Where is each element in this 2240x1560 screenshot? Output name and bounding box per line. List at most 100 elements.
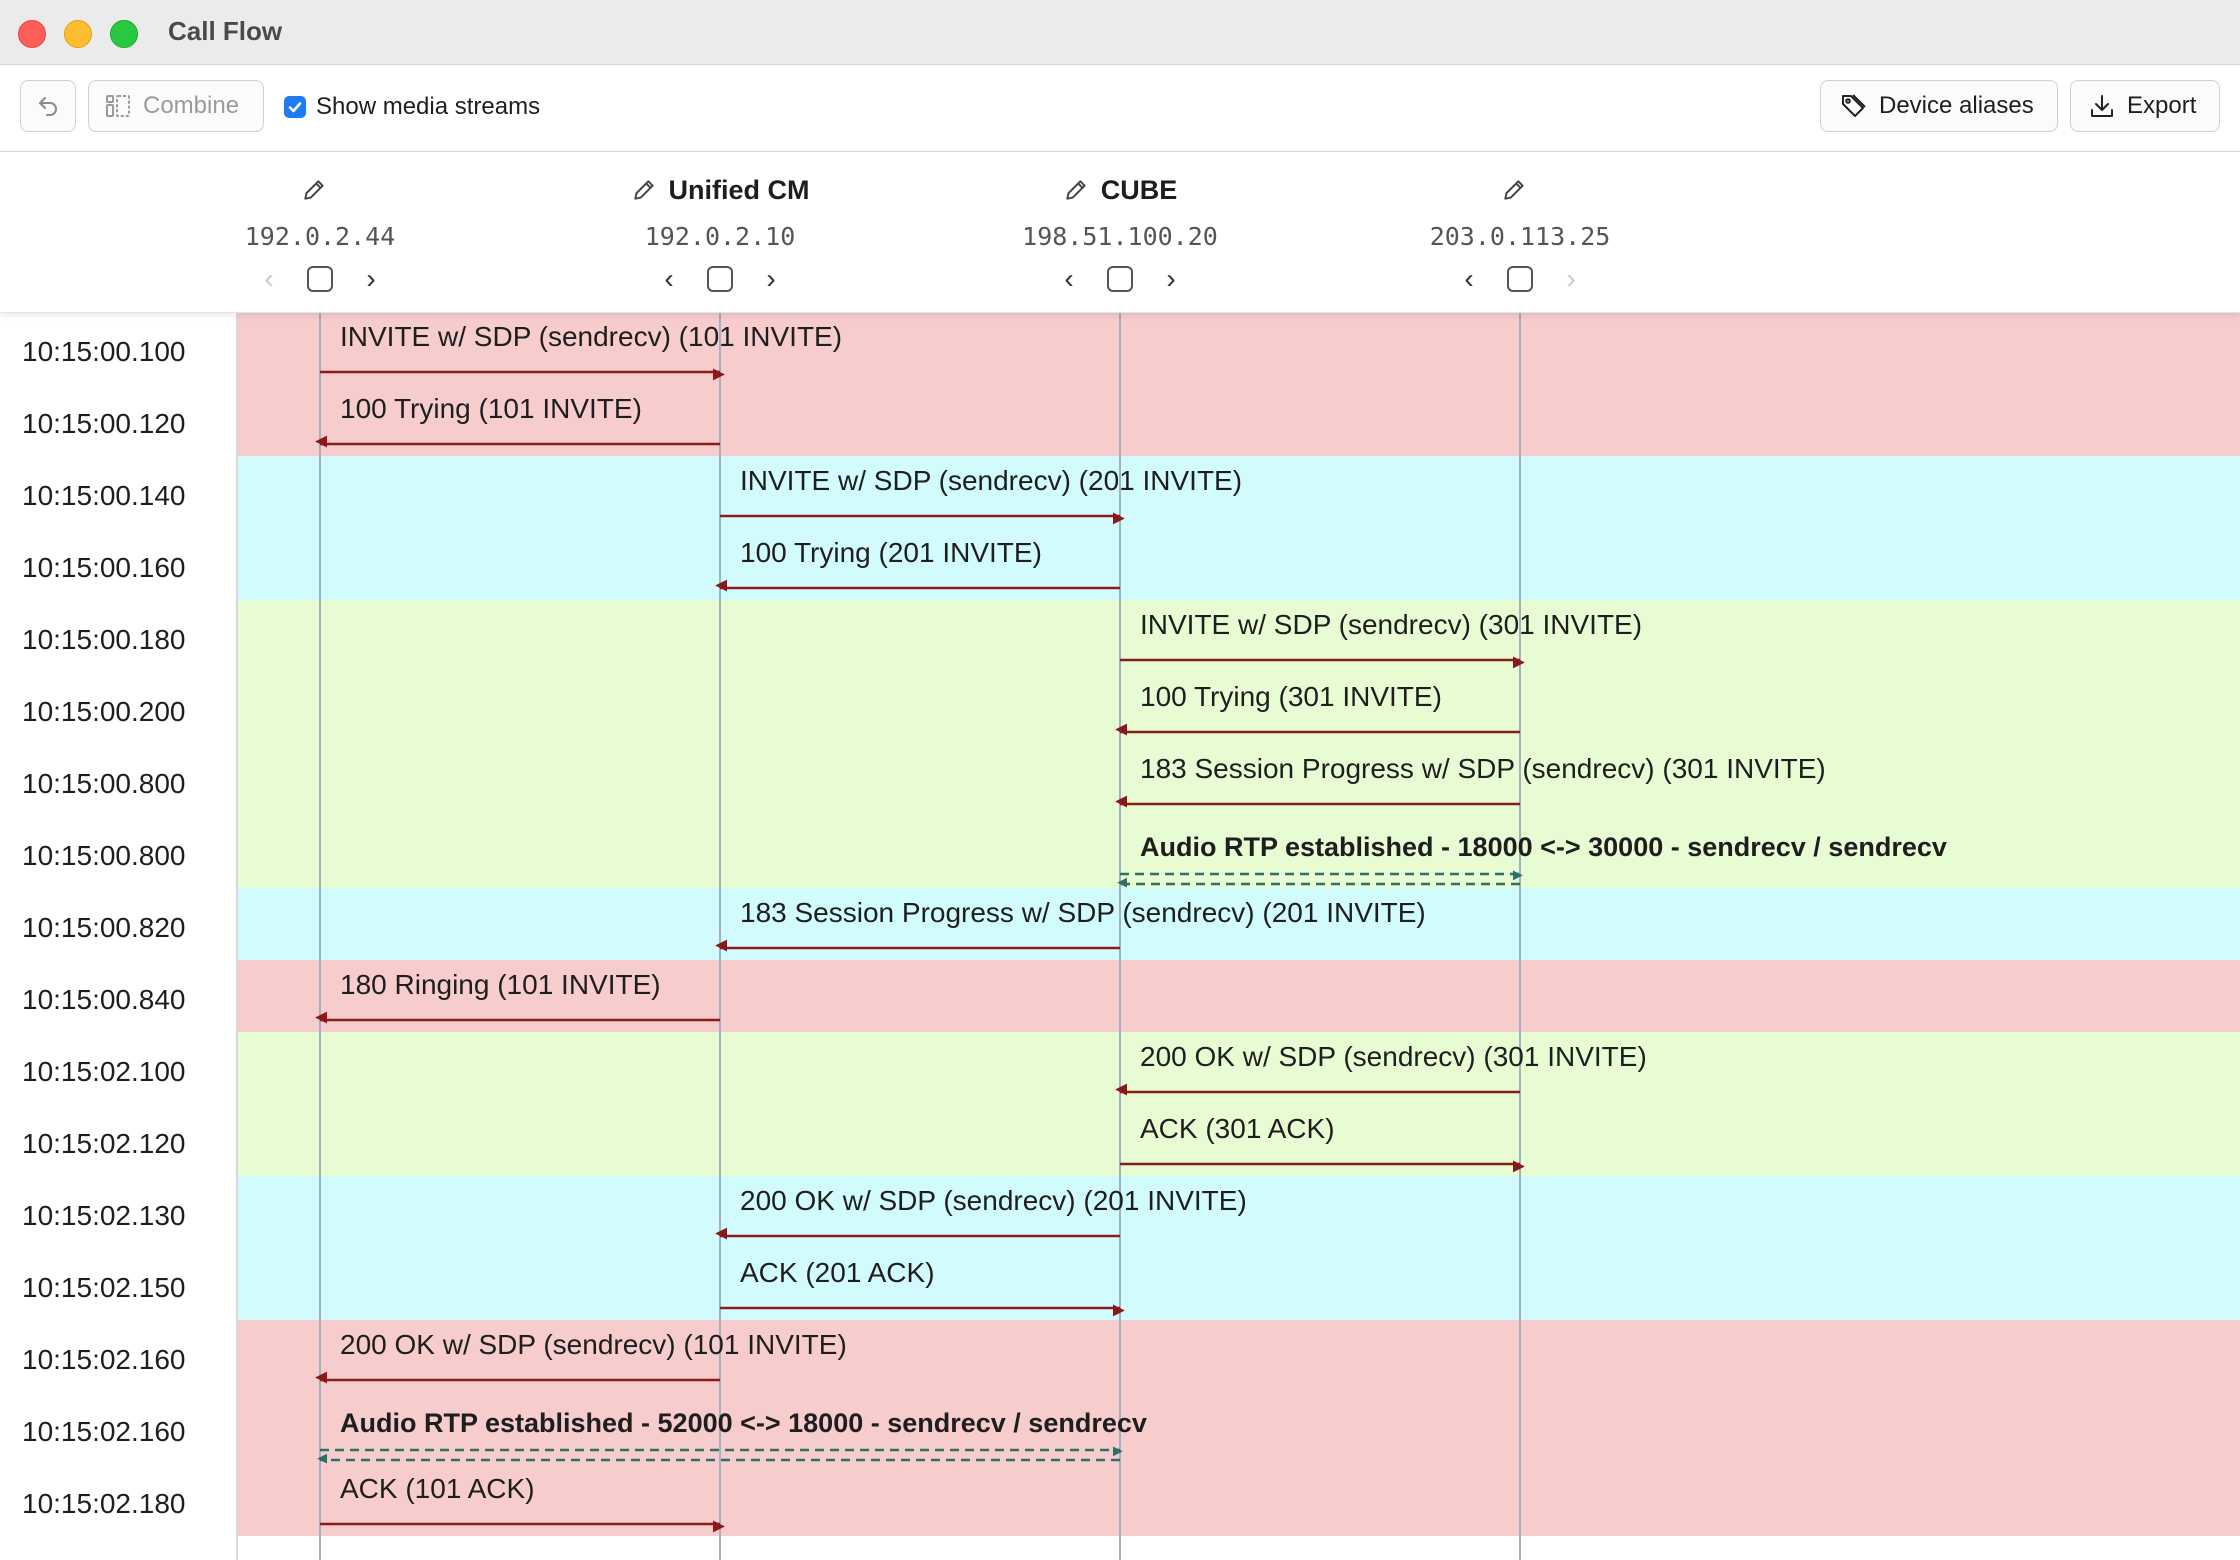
close-window-button[interactable] xyxy=(18,20,46,48)
show-media-streams-label: Show media streams xyxy=(316,93,541,120)
timestamp: 10:15:02.100 xyxy=(22,1056,186,1087)
timestamp-row: 10:15:00.140 xyxy=(0,456,238,528)
lifeline-1 xyxy=(719,312,721,1560)
message-label[interactable]: 100 Trying (101 INVITE) xyxy=(340,393,642,424)
message-arrows xyxy=(315,368,1525,1533)
download-icon xyxy=(2091,95,2113,117)
move-right-button[interactable]: › xyxy=(766,263,776,294)
export-label: Export xyxy=(2127,92,2197,119)
timestamp: 10:15:00.120 xyxy=(22,408,186,439)
message-label[interactable]: INVITE w/ SDP (sendrecv) (201 INVITE) xyxy=(740,465,1243,496)
timestamp: 10:15:02.120 xyxy=(22,1128,186,1159)
timestamp-column: 10:15:00.100 10:15:00.120 10:15:00.140 10:1… xyxy=(0,312,238,1560)
timestamp-row: 10:15:00.100 xyxy=(0,312,238,384)
move-right-button[interactable]: › xyxy=(1166,263,1176,294)
timestamp: 10:15:00.160 xyxy=(22,552,186,583)
timestamp-row: 10:15:02.130 xyxy=(0,1176,238,1248)
message-label[interactable]: ACK (201 ACK) xyxy=(740,1257,935,1288)
device-ip: 192.0.2.10 xyxy=(644,222,796,251)
title-bar: Call Flow xyxy=(0,0,2240,65)
message-label[interactable]: ACK (101 ACK) xyxy=(340,1473,535,1504)
combine-button[interactable]: Combine xyxy=(88,80,264,132)
move-right-button[interactable]: › xyxy=(1566,263,1576,294)
timestamp-row: 10:15:02.160 xyxy=(0,1320,238,1392)
timestamp: 10:15:02.130 xyxy=(22,1200,186,1231)
message-label[interactable]: 200 OK w/ SDP (sendrecv) (301 INVITE) xyxy=(1140,1041,1647,1072)
timestamp: 10:15:00.800 xyxy=(22,768,186,799)
device-header: 192.0.2.44 ‹ › Unified CM 192.0.2.10 ‹ › xyxy=(0,152,2240,313)
timestamp: 10:15:00.800 xyxy=(22,840,186,871)
combine-label: Combine xyxy=(143,92,240,119)
timestamp-row: 10:15:00.160 xyxy=(0,528,238,600)
timestamp: 10:15:02.160 xyxy=(22,1416,186,1447)
select-device-checkbox[interactable] xyxy=(1107,266,1133,292)
timestamp: 10:15:00.820 xyxy=(22,912,186,943)
timestamp: 10:15:00.140 xyxy=(22,480,186,511)
pencil-icon[interactable] xyxy=(1501,177,1527,203)
window-title: Call Flow xyxy=(168,16,283,46)
message-label[interactable]: 100 Trying (301 INVITE) xyxy=(1140,681,1442,712)
move-right-button[interactable]: › xyxy=(366,263,376,294)
call-leg-band xyxy=(238,600,2240,888)
call-leg-band xyxy=(238,1176,2240,1320)
timestamp-row: 10:15:00.840 xyxy=(0,960,238,1032)
timestamp: 10:15:00.180 xyxy=(22,624,186,655)
timestamp-row: 10:15:02.150 xyxy=(0,1248,238,1320)
move-left-button[interactable]: ‹ xyxy=(664,263,674,294)
move-left-button[interactable]: ‹ xyxy=(1064,263,1074,294)
timestamp: 10:15:00.200 xyxy=(22,696,186,727)
timestamp: 10:15:00.840 xyxy=(22,984,186,1015)
message-label[interactable]: 200 OK w/ SDP (sendrecv) (101 INVITE) xyxy=(340,1329,847,1360)
pencil-icon[interactable] xyxy=(1063,177,1089,203)
device-name: Unified CM xyxy=(668,174,810,205)
call-leg-band xyxy=(238,1032,2240,1176)
export-button[interactable]: Export xyxy=(2070,80,2220,132)
select-device-checkbox[interactable] xyxy=(1507,266,1533,292)
timestamp-row: 10:15:02.120 xyxy=(0,1104,238,1176)
timestamp: 10:15:02.150 xyxy=(22,1272,186,1303)
call-leg-bands xyxy=(238,312,2240,1560)
call-leg-band xyxy=(238,456,2240,600)
device-ip: 203.0.113.25 xyxy=(1429,222,1611,251)
message-label[interactable]: INVITE w/ SDP (sendrecv) (301 INVITE) xyxy=(1140,609,1643,640)
media-stream-label[interactable]: Audio RTP established - 18000 <-> 30000 … xyxy=(1140,832,1947,862)
timestamp-row: 10:15:00.200 xyxy=(0,672,238,744)
timestamp-row: 10:15:02.160 xyxy=(0,1392,238,1464)
message-label[interactable]: INVITE w/ SDP (sendrecv) (101 INVITE) xyxy=(340,321,843,352)
call-leg-band xyxy=(238,888,2240,960)
toolbar: Combine Show media streams Device aliase… xyxy=(0,65,2240,153)
move-left-button[interactable]: ‹ xyxy=(264,263,274,294)
pencil-icon[interactable] xyxy=(301,177,327,203)
checkmark-icon xyxy=(284,96,306,118)
pencil-icon[interactable] xyxy=(631,177,657,203)
timestamp-row: 10:15:02.180 xyxy=(0,1464,238,1536)
move-left-button[interactable]: ‹ xyxy=(1464,263,1474,294)
tag-icon xyxy=(1842,94,1866,117)
message-label[interactable]: ACK (301 ACK) xyxy=(1140,1113,1335,1144)
show-media-streams-checkbox[interactable]: Show media streams xyxy=(284,93,540,121)
undo-icon xyxy=(39,97,57,116)
select-device-checkbox[interactable] xyxy=(307,266,333,292)
device-aliases-label: Device aliases xyxy=(1879,92,2034,119)
timestamp: 10:15:02.180 xyxy=(22,1488,186,1519)
message-label[interactable]: 183 Session Progress w/ SDP (sendrecv) (… xyxy=(740,897,1426,928)
timestamp-row: 10:15:02.100 xyxy=(0,1032,238,1104)
message-label[interactable]: 180 Ringing (101 INVITE) xyxy=(340,969,661,1000)
media-stream-label[interactable]: Audio RTP established - 52000 <-> 18000 … xyxy=(340,1408,1147,1438)
device-ip: 192.0.2.44 xyxy=(244,222,396,251)
undo-button[interactable] xyxy=(20,80,76,132)
zoom-window-button[interactable] xyxy=(110,20,138,48)
minimize-window-button[interactable] xyxy=(64,20,92,48)
message-label[interactable]: 183 Session Progress w/ SDP (sendrecv) (… xyxy=(1140,753,1826,784)
lifeline-3 xyxy=(1519,312,1521,1560)
device-aliases-button[interactable]: Device aliases xyxy=(1820,80,2058,132)
timestamp: 10:15:00.100 xyxy=(22,336,186,367)
message-label[interactable]: 100 Trying (201 INVITE) xyxy=(740,537,1042,568)
message-label[interactable]: 200 OK w/ SDP (sendrecv) (201 INVITE) xyxy=(740,1185,1247,1216)
lifeline-0 xyxy=(319,312,321,1560)
call-leg-band xyxy=(238,312,2240,456)
timestamp-row: 10:15:00.180 xyxy=(0,600,238,672)
device-name: CUBE xyxy=(1100,174,1178,205)
timestamp-row: 10:15:00.120 xyxy=(0,384,238,456)
select-device-checkbox[interactable] xyxy=(707,266,733,292)
